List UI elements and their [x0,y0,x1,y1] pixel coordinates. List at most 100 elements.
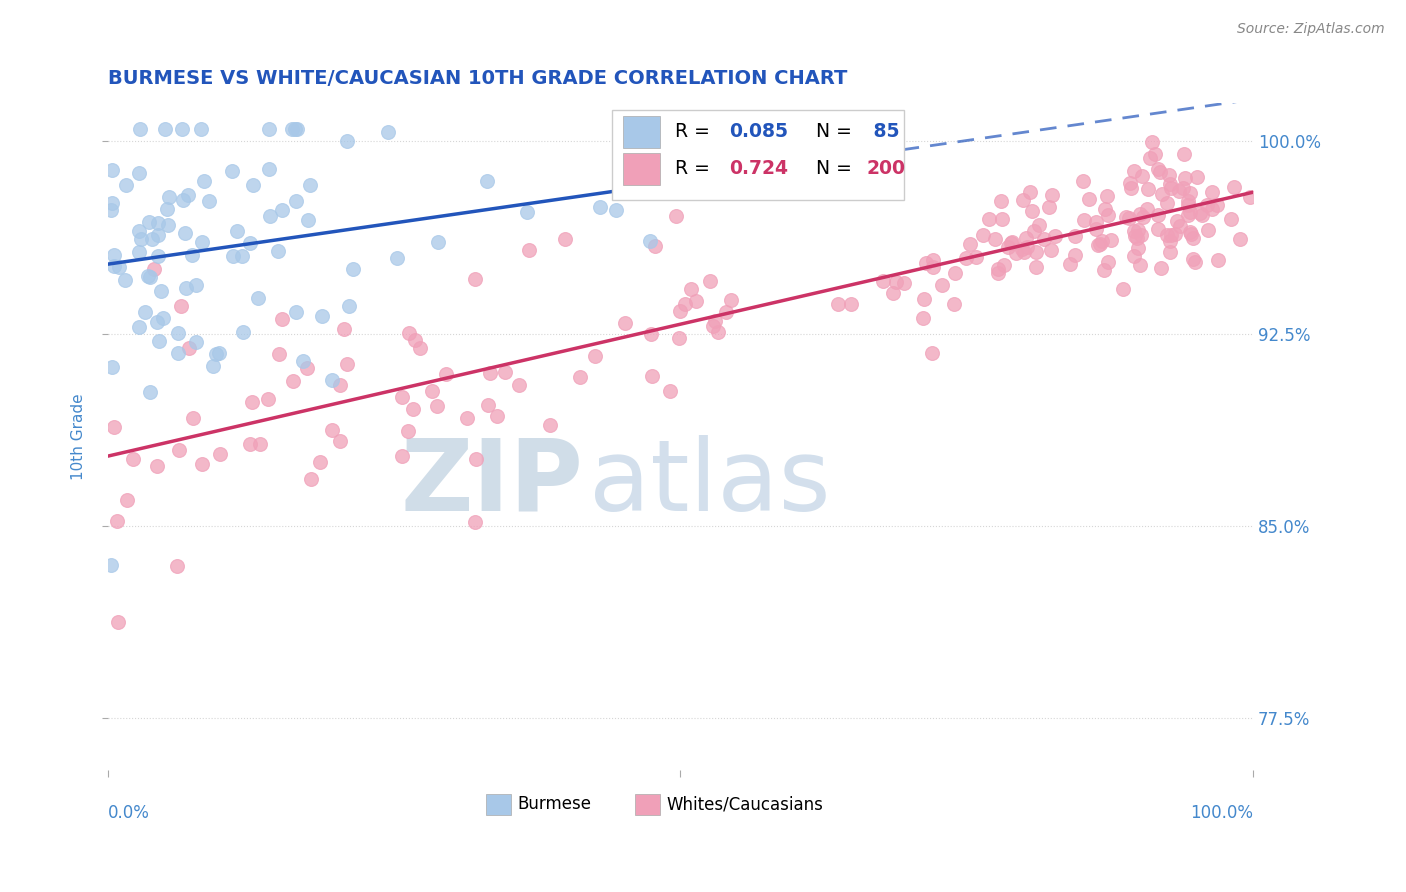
Point [638,234,661,248]
Point [714,305,737,319]
Point [115,178,138,193]
Point [993,258,1015,272]
Point [1147,208,1170,222]
Point [396,424,419,438]
Point [404,334,426,348]
Point [912,311,935,326]
Point [385,251,408,265]
Point [1184,255,1206,269]
Point [1206,253,1229,268]
Point [1182,231,1205,245]
Y-axis label: 10th Grade: 10th Grade [72,393,86,480]
Point [1201,185,1223,199]
Point [128,166,150,180]
Point [145,315,167,329]
Point [704,314,727,328]
Point [1201,202,1223,216]
Point [1040,188,1063,202]
Point [391,450,413,464]
Point [146,458,169,473]
Point [136,268,159,283]
Point [1180,186,1202,200]
Point [1164,227,1187,241]
Text: 0.0%: 0.0% [108,805,149,822]
Point [456,411,478,425]
FancyBboxPatch shape [623,116,659,148]
Point [239,236,262,251]
Point [1126,223,1149,237]
Point [508,377,530,392]
Point [1180,227,1202,242]
Point [221,249,243,263]
Point [955,251,977,265]
Point [1156,228,1178,243]
Point [1095,189,1118,203]
Point [1150,186,1173,201]
Point [681,282,703,296]
Point [942,297,965,311]
Point [167,346,190,360]
Point [554,232,576,246]
Point [1064,248,1087,262]
Point [1139,151,1161,165]
Point [1011,193,1033,207]
Point [1174,170,1197,185]
Point [1130,228,1153,243]
Point [1166,213,1188,227]
Point [1173,147,1195,161]
Point [1181,252,1204,266]
Point [205,347,228,361]
Point [860,180,883,194]
Point [669,304,692,318]
Text: 0.724: 0.724 [730,160,789,178]
Point [1146,222,1168,236]
Point [987,266,1010,280]
Point [1014,231,1036,245]
Point [517,243,540,257]
Point [181,410,204,425]
Point [921,346,943,360]
Point [281,374,304,388]
FancyBboxPatch shape [634,794,659,815]
Point [1091,235,1114,249]
Point [479,366,502,380]
Text: 100.0%: 100.0% [1189,805,1253,822]
Point [1001,235,1024,249]
Point [1073,213,1095,227]
Point [1136,202,1159,216]
Point [249,437,271,451]
Point [569,369,592,384]
Point [271,312,294,326]
FancyBboxPatch shape [623,153,659,185]
Point [1043,229,1066,244]
Point [259,161,281,176]
Point [128,244,150,259]
Point [408,342,430,356]
Point [257,122,280,136]
Point [1025,244,1047,259]
Point [1126,231,1149,245]
Point [1132,210,1154,224]
Point [208,345,231,359]
Point [309,455,332,469]
Point [100,360,122,375]
Point [246,291,269,305]
Point [1099,233,1122,247]
Text: Source: ZipAtlas.com: Source: ZipAtlas.com [1237,22,1385,37]
Point [464,451,486,466]
Point [893,276,915,290]
Point [134,305,156,319]
Point [1059,256,1081,270]
Text: ZIP: ZIP [401,434,583,532]
Point [1121,181,1143,195]
Point [1156,196,1178,211]
Point [1149,165,1171,179]
Point [1177,194,1199,208]
Point [190,235,212,250]
Point [426,235,449,249]
Point [103,248,125,262]
Point [139,269,162,284]
Point [882,285,904,300]
Point [516,205,538,219]
Point [281,121,304,136]
